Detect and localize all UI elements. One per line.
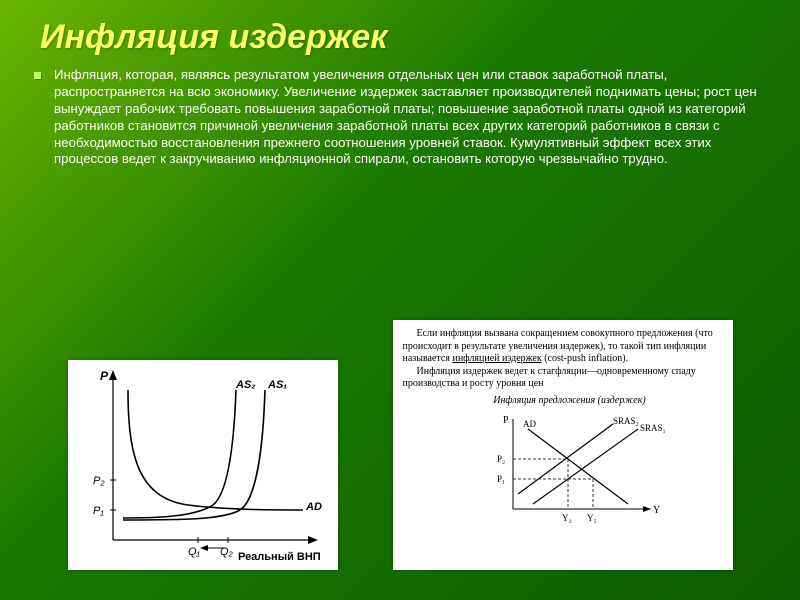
as1-curve [123,390,265,520]
r-ad [528,429,628,504]
right-chart-title: Инфляция предложения (издержек) [403,395,723,408]
r-sras2-label: SRAS₂ [613,416,639,426]
as1-label: AS₁ [267,379,287,391]
r-y-axis: P [503,415,509,426]
right-chart-svg: P Y AD SRAS₁ SRAS₂ [393,409,733,539]
figures-row: P Реальный ВНП P₁ P₂ Q₁ Q₂ AD [0,320,800,570]
q1-tick: Q₁ [188,546,201,558]
right-panel: Если инфляция вызвана сокращением совоку… [393,320,733,570]
right-para2: Инфляция издержек ведет к стагфляции—одн… [403,366,723,391]
x-axis-label: Реальный ВНП [238,551,321,563]
left-chart-panel: P Реальный ВНП P₁ P₂ Q₁ Q₂ AD [68,360,338,570]
as2-label: AS₂ [235,379,255,391]
r-ad-label: AD [523,419,536,429]
r-y2: Y₂ [562,513,572,523]
left-chart-svg: P Реальный ВНП P₁ P₂ Q₁ Q₂ AD [68,360,338,570]
ad-curve [128,390,303,510]
r-y1: Y₁ [587,513,597,523]
p1-tick: P₁ [93,505,104,517]
body-text: Инфляция, которая, являясь результатом у… [54,67,757,166]
r-x-axis: Y [653,505,660,516]
y-axis-label: P [100,369,109,383]
right-panel-text: Если инфляция вызвана сокращением совоку… [393,320,733,409]
as2-curve [123,390,236,518]
bullet-icon [34,72,41,79]
slide: Инфляция издержек Инфляция, которая, явл… [0,0,800,600]
r-p2: P₂ [497,454,505,464]
ad-label: AD [305,501,322,513]
right-para1: Если инфляция вызвана сокращением совоку… [403,328,723,366]
r-sras1 [533,429,638,504]
r-p1: P₁ [497,474,505,484]
p2-tick: P₂ [93,475,105,487]
slide-title: Инфляция издержек [40,18,768,57]
body-paragraph: Инфляция, которая, являясь результатом у… [32,67,768,168]
r-sras1-label: SRAS₁ [640,423,666,433]
